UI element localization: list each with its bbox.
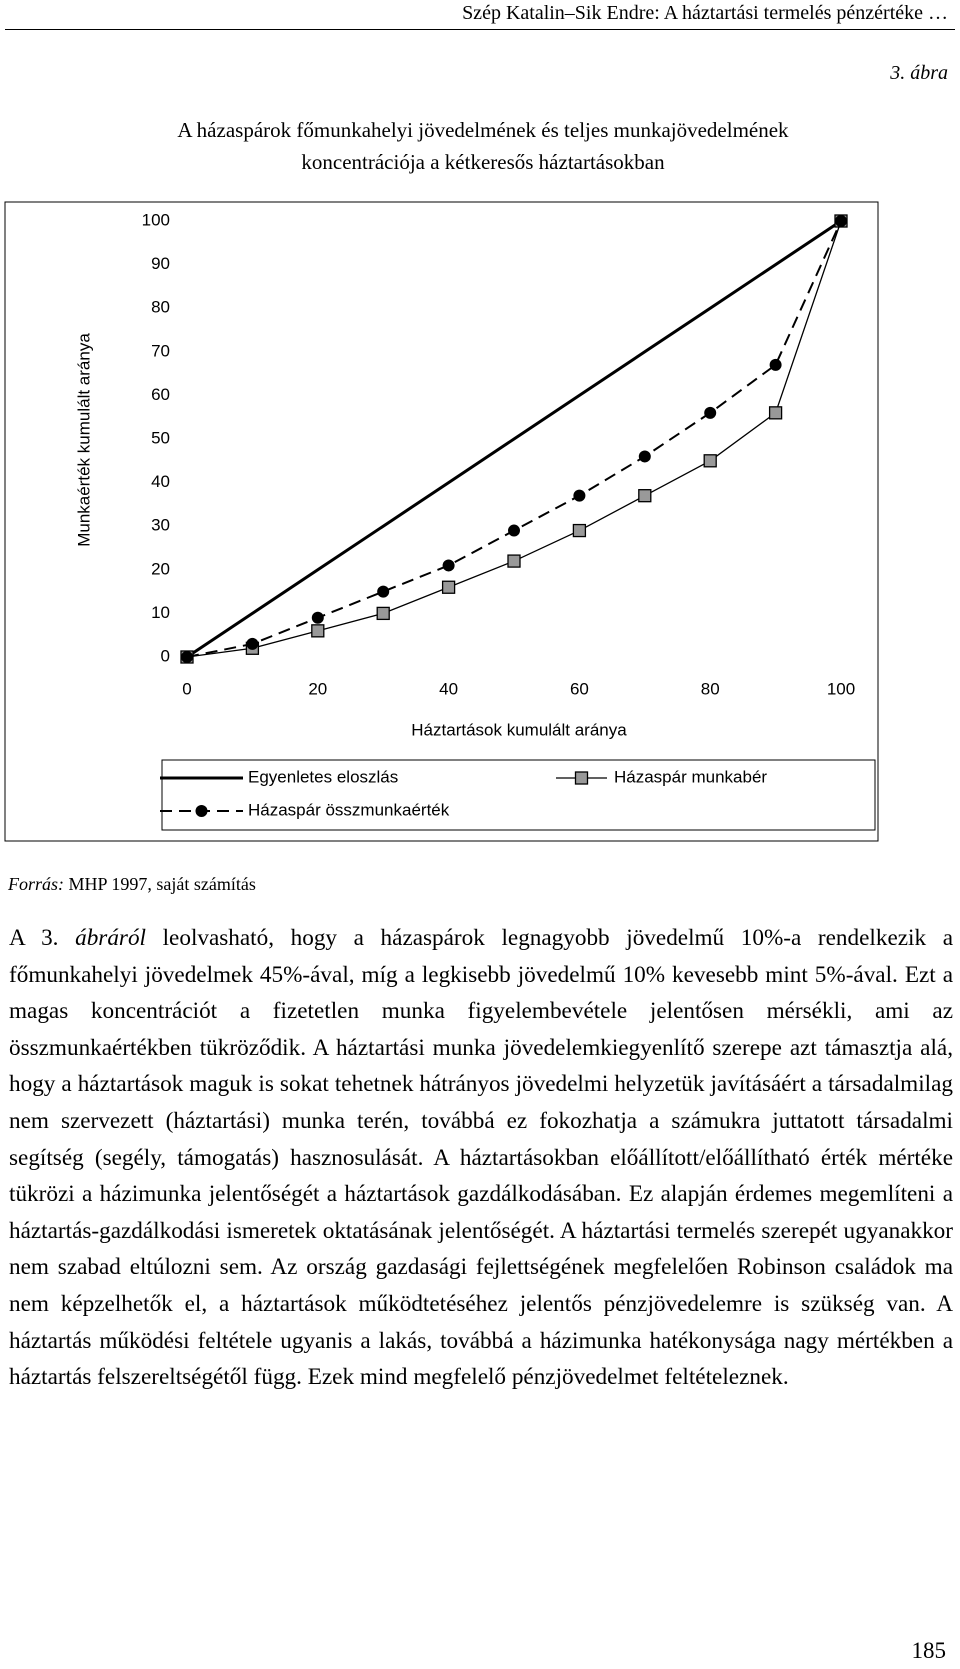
- y-tick-label: 40: [151, 472, 170, 491]
- data-point: [835, 215, 847, 227]
- data-point: [573, 489, 586, 502]
- chart-frame: [4, 201, 879, 842]
- chart-title: A házaspárok főmunkahelyi jövedelmének é…: [177, 118, 789, 142]
- page-number: 185: [911, 1638, 947, 1663]
- legend-label: Egyenletes eloszlás: [248, 767, 398, 786]
- y-tick-label: 90: [151, 254, 170, 273]
- x-tick-label: 0: [182, 679, 191, 698]
- y-tick-label: 0: [161, 646, 170, 665]
- legend-marker: [574, 771, 589, 785]
- data-point: [377, 585, 390, 598]
- data-point: [376, 606, 390, 621]
- body-emphasis: ábráról: [75, 925, 146, 951]
- legend-label: Házaspár összmunkaérték: [248, 800, 450, 819]
- data-point: [507, 554, 521, 568]
- legend-label: Házaspár munkabér: [614, 767, 767, 786]
- data-point: [181, 651, 193, 663]
- data-point: [311, 624, 325, 638]
- series-line: [186, 219, 842, 659]
- figure-label: 3. ábra: [890, 62, 948, 84]
- y-tick-label: 10: [151, 603, 170, 622]
- running-header: Szép Katalin–Sik Endre: A háztartási ter…: [462, 2, 948, 24]
- legend-marker: [195, 805, 208, 817]
- legend-box: [161, 759, 876, 831]
- x-tick-label: 60: [570, 679, 589, 698]
- data-point: [508, 524, 520, 537]
- y-tick-label: 80: [151, 298, 170, 317]
- y-tick-label: 70: [151, 341, 170, 360]
- data-point: [311, 611, 324, 624]
- source-label: Forrás:: [8, 874, 65, 894]
- data-point: [704, 406, 717, 419]
- body-paragraph: A 3. ábráról leolvasható, hogy a házaspá…: [9, 920, 953, 1396]
- x-tick-label: 100: [827, 679, 855, 698]
- chart: A házaspárok főmunkahelyi jövedelmének é…: [4, 118, 879, 842]
- x-axis-title: Háztartások kumulált aránya: [411, 720, 627, 739]
- data-point: [572, 523, 587, 538]
- body-intro: A 3.: [9, 925, 76, 951]
- body-text: leolvasható, hogy a házaspárok legnagyob…: [9, 925, 953, 1391]
- y-tick-label: 30: [151, 516, 170, 535]
- data-point: [246, 637, 259, 650]
- data-point: [768, 406, 783, 420]
- x-tick-label: 80: [701, 679, 720, 698]
- x-tick-label: 40: [439, 679, 458, 698]
- data-point: [638, 489, 652, 503]
- data-point: [703, 454, 717, 468]
- data-point: [442, 559, 455, 572]
- y-tick-label: 60: [151, 385, 170, 404]
- data-point: [441, 580, 456, 594]
- x-tick-label: 20: [308, 679, 327, 698]
- source-note: Forrás: MHP 1997, saját számítás: [8, 874, 256, 895]
- source-text: MHP 1997, saját számítás: [64, 874, 256, 894]
- y-axis-title: Munkaérték kumulált aránya: [74, 333, 93, 547]
- chart-title: koncentrációja a kétkeresős háztartásokb…: [301, 150, 665, 174]
- y-tick-label: 50: [151, 428, 170, 447]
- data-point: [638, 450, 651, 463]
- y-tick-label: 100: [142, 210, 170, 229]
- y-tick-label: 20: [151, 559, 170, 578]
- header-rule: [5, 29, 955, 30]
- data-point: [769, 358, 782, 371]
